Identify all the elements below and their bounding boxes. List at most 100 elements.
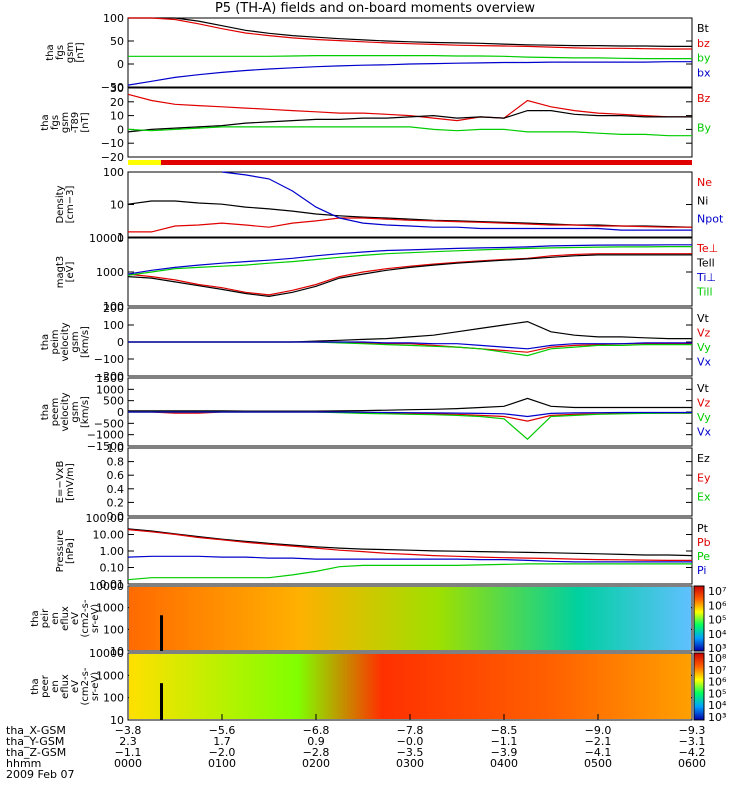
legend-entry: Pt (697, 522, 709, 535)
series-line-Till (127, 246, 692, 276)
legend-entry: Ez (697, 452, 710, 465)
y-axis-label: tha (30, 610, 41, 626)
y-tick-label: 0.10 (100, 562, 125, 575)
legend-entry: Tell (696, 257, 715, 270)
footer-row-value: −9.0 (585, 724, 612, 737)
y-tick-label: 0.01 (100, 578, 125, 591)
footer-row-value: 0200 (302, 757, 330, 770)
legend-entry: Ni (697, 194, 708, 207)
series-line-Pb (127, 529, 692, 561)
y-tick-label: −1500 (87, 440, 124, 453)
y-tick-label: 10 (110, 199, 124, 212)
y-axis-label: [nT] (80, 112, 91, 132)
series-line-Vt (128, 397, 692, 412)
footer-row-value: 0300 (396, 757, 424, 770)
legend-entry: Ti⊥ (696, 271, 716, 284)
y-axis-label: tha (45, 44, 56, 60)
colorbar-tick-label: 10⁶ (708, 599, 727, 612)
legend-entry: Ne (697, 176, 712, 189)
series-line-Te⊥ (127, 253, 692, 296)
footer-row-value: −1.1 (115, 746, 142, 759)
colorbar-tick-label: 10⁵ (708, 687, 726, 700)
y-axis-label: [nT] (75, 42, 86, 62)
y-tick-label: 200 (103, 302, 124, 315)
y-axis-label: gsm (60, 112, 71, 133)
colorbar-tick-label: 10⁷ (708, 664, 726, 677)
y-axis-label: magt3 (55, 256, 66, 289)
y-axis-label: (cm2-s- (80, 599, 91, 637)
y-axis-label: eflux (60, 674, 71, 699)
y-tick-label: −100 (94, 353, 124, 366)
panel-frame (127, 17, 693, 88)
series-line-Bt (128, 17, 692, 47)
y-axis-label: fgs (55, 45, 66, 60)
series-line-Ne (128, 217, 692, 233)
footer-row-value: −8.5 (491, 724, 518, 737)
series-line-Tell (127, 254, 692, 298)
y-tick-label: 50 (110, 35, 124, 48)
footer-row-value: 2.3 (119, 735, 137, 748)
series-line-by (128, 55, 692, 60)
y-axis-label: [nPa] (65, 538, 76, 564)
y-tick-label: 100 (103, 166, 124, 179)
y-axis-label: velocity (60, 392, 71, 431)
y-axis-label: peem (50, 398, 61, 426)
y-tick-label: 100 (103, 12, 124, 25)
legend-entry: Ey (697, 471, 711, 484)
footer-row-value: 0500 (584, 757, 612, 770)
series-line-Vt (128, 320, 692, 343)
y-tick-label: 20 (110, 96, 124, 109)
panel-frame (127, 517, 693, 585)
legend-entry: Te⊥ (696, 242, 718, 255)
y-tick-label: 1.0 (107, 442, 125, 455)
y-axis-label: gsm (70, 331, 81, 352)
colorbar-tick-label: 10⁷ (708, 585, 726, 598)
footer-row-label: tha_Z-GSM (6, 746, 66, 759)
legend-entry: Bz (697, 92, 711, 105)
y-axis-label: [km/s] (80, 396, 91, 428)
y-axis-label: gsm (70, 401, 81, 422)
panel-frame (127, 237, 693, 307)
status-bar-yellow (128, 160, 161, 165)
data-gap-marker (160, 615, 163, 651)
y-axis-label: tha (40, 404, 51, 420)
y-axis-label: fgs (50, 115, 61, 130)
y-tick-label: 10.00 (93, 529, 125, 542)
y-tick-label: 500 (103, 395, 124, 408)
footer-row-value: −2.1 (585, 735, 612, 748)
footer-row-value: −3.8 (115, 724, 142, 737)
y-axis-label: peim (50, 329, 61, 354)
status-bar-red (161, 160, 692, 165)
legend-entry: Vx (697, 356, 712, 369)
legend-entry: Vz (697, 397, 711, 410)
footer-row-value: −4.2 (679, 746, 706, 759)
colorbar (693, 585, 705, 652)
legend-entry: Vz (697, 327, 711, 340)
series-line-Ni (127, 200, 693, 228)
series-line-Pi (127, 555, 692, 563)
legend-entry: Pi (697, 564, 706, 577)
y-axis-label: sr-eV) (90, 604, 101, 633)
y-tick-label: −1000 (87, 429, 124, 442)
y-tick-label: 0.4 (107, 483, 125, 496)
legend-entry: Vy (697, 341, 711, 354)
series-line-Vx (128, 411, 692, 418)
colorbar-tick-label: 10³ (708, 711, 726, 724)
footer-row-value: −0.0 (397, 735, 424, 748)
legend-entry: Vt (697, 312, 710, 325)
footer-row-value: −3.5 (397, 746, 424, 759)
y-axis-label: gsm (65, 42, 76, 63)
y-tick-label: −50 (101, 81, 124, 94)
series-line-Pt (127, 528, 693, 557)
y-tick-label: −10 (101, 137, 124, 150)
y-tick-label: 100 (103, 623, 124, 636)
y-tick-label: 0 (117, 58, 124, 71)
y-tick-label: 100 (103, 692, 124, 705)
panel-frame (127, 447, 693, 517)
legend-entry: Till (696, 286, 713, 299)
y-tick-label: 1000 (96, 383, 124, 396)
footer-row-value: 0.9 (307, 735, 325, 748)
series-line-Vz (128, 411, 692, 422)
series-line-Vx (128, 341, 692, 350)
